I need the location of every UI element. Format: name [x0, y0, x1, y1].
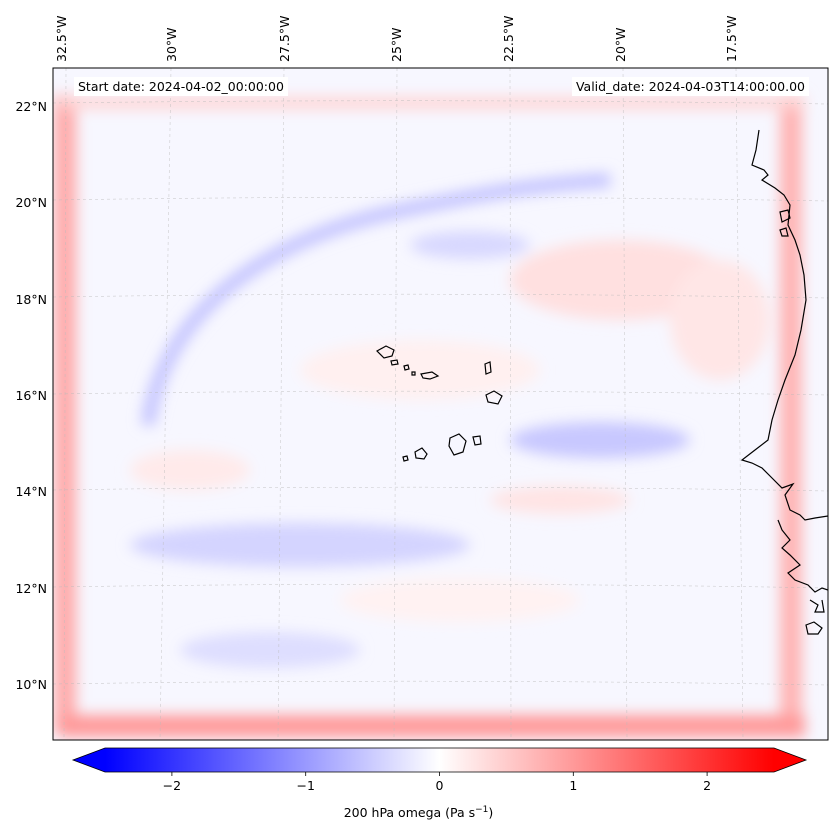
lon-label: 25°W	[389, 27, 404, 62]
coastline	[376, 129, 828, 635]
colorbar-title: 200 hPa omega (Pa s−1)	[0, 805, 837, 820]
lon-label: 20°W	[613, 27, 628, 62]
colorbar-title-main: 200 hPa omega (Pa s	[343, 805, 476, 821]
lat-label: 18°N	[15, 292, 47, 307]
colorbar-extend-high	[774, 748, 806, 772]
colorbar: −2 −1 0 1 2	[71, 747, 808, 793]
lat-tick-labels: 22°N 20°N 18°N 16°N 14°N 12°N 10°N	[15, 99, 47, 692]
colorbar-outline	[71, 747, 808, 773]
lat-label: 20°N	[15, 195, 47, 210]
colorbar-extend-low	[73, 748, 105, 772]
lat-label: 16°N	[15, 388, 47, 403]
lon-tick-labels: 32.5°W 30°W 27.5°W 25°W 22.5°W 20°W 17.5…	[54, 16, 739, 62]
lat-label: 10°N	[15, 677, 47, 692]
lat-label: 14°N	[15, 484, 47, 499]
colorbar-tick-label: −2	[163, 778, 181, 793]
colorbar-gradient	[105, 748, 774, 772]
lon-label: 30°W	[164, 27, 179, 62]
lon-label: 32.5°W	[54, 16, 69, 62]
lat-label: 22°N	[15, 99, 47, 114]
colorbar-ticks: −2 −1 0 1 2	[163, 772, 711, 793]
start-date-label: Start date: 2024-04-02_00:00:00	[74, 77, 288, 96]
colorbar-title-close: )	[488, 805, 494, 821]
omega-field	[53, 68, 828, 740]
colorbar-tick-label: 1	[569, 778, 577, 793]
lon-label: 27.5°W	[277, 16, 292, 62]
map-frame	[52, 67, 829, 741]
lon-label: 17.5°W	[724, 16, 739, 62]
colorbar-tick-label: 0	[436, 778, 444, 793]
colorbar-tick-label: 2	[703, 778, 711, 793]
lon-label: 22.5°W	[501, 16, 516, 62]
lat-label: 12°N	[15, 581, 47, 596]
colorbar-tick-label: −1	[296, 778, 314, 793]
valid-date-label: Valid_date: 2024-04-03T14:00:00.00	[571, 77, 809, 96]
colorbar-title-exponent: −1	[475, 805, 489, 815]
gridlines	[53, 68, 828, 740]
